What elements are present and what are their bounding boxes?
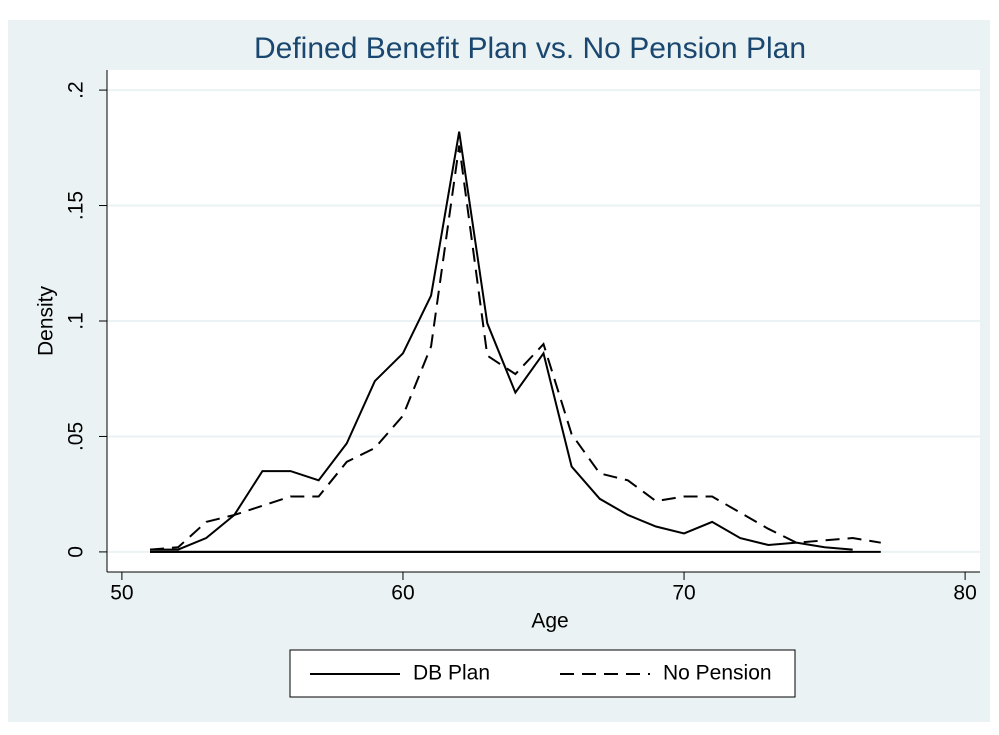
x-tick-label: 60 bbox=[391, 582, 414, 605]
line bbox=[150, 131, 853, 551]
x-tick-label: 80 bbox=[953, 582, 976, 605]
y-tick-label: .05 bbox=[65, 422, 88, 451]
y-tick-label: .1 bbox=[65, 312, 88, 330]
chart-title: Defined Benefit Plan vs. No Pension Plan bbox=[254, 32, 806, 65]
line bbox=[149, 145, 881, 551]
y-tick-label: .15 bbox=[65, 191, 88, 220]
legend-label: DB Plan bbox=[413, 662, 490, 685]
legend-label: No Pension bbox=[663, 662, 772, 685]
x-tick-label: 50 bbox=[110, 582, 133, 605]
x-tick-label: 70 bbox=[672, 582, 695, 605]
y-tick-label: 0 bbox=[65, 546, 88, 558]
x-axis-title: Age bbox=[531, 610, 568, 633]
y-tick-label: .2 bbox=[65, 81, 88, 99]
y-axis-title: Density bbox=[35, 285, 58, 356]
